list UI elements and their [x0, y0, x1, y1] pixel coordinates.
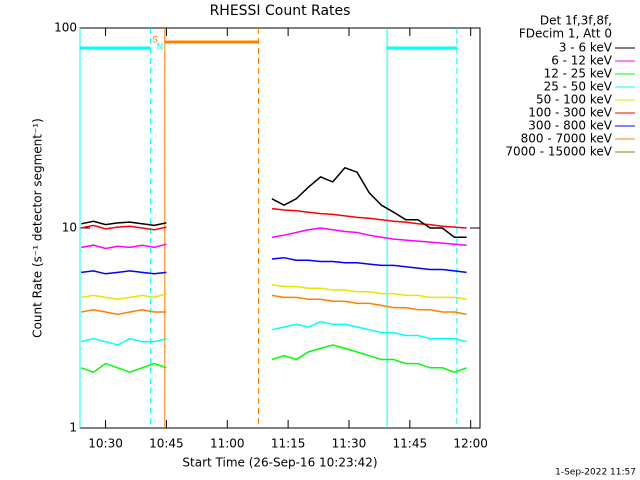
legend-label: 7000 - 15000 keV	[505, 145, 612, 159]
flag-label: S	[152, 36, 158, 46]
legend-label: 100 - 300 keV	[528, 106, 612, 120]
series-line	[81, 227, 467, 250]
y-tick-label: 100	[54, 21, 77, 35]
chart-title: RHESSI Count Rates	[210, 3, 351, 19]
x-tick-label: 11:45	[393, 437, 428, 451]
x-tick-label: 11:30	[332, 437, 367, 451]
x-tick-label: 10:30	[88, 437, 123, 451]
x-axis-label: Start Time (26-Sep-16 10:23:42)	[182, 456, 377, 470]
x-tick-label: 10:45	[149, 437, 184, 451]
legend-label: 800 - 7000 keV	[521, 132, 613, 146]
y-axis-label: Count Rate (s⁻¹ detector segment⁻¹)	[31, 118, 45, 338]
legend-label: 6 - 12 keV	[551, 54, 613, 68]
flag-label: N	[157, 43, 164, 53]
legend-label: 50 - 100 keV	[536, 93, 613, 107]
series-line	[81, 256, 467, 275]
y-tick-label: 10	[62, 221, 77, 235]
series-line	[81, 207, 467, 231]
legend-header: FDecim 1, Att 0	[519, 27, 612, 41]
x-tick-label: 11:15	[271, 437, 306, 451]
series-line	[81, 320, 467, 346]
legend-label: 12 - 25 keV	[544, 67, 613, 81]
legend-label: 3 - 6 keV	[559, 41, 613, 55]
series-line	[81, 294, 467, 316]
series-line	[81, 284, 467, 301]
y-tick-label: 1	[69, 421, 77, 435]
x-tick-label: 11:00	[210, 437, 245, 451]
legend-label: 25 - 50 keV	[544, 80, 613, 94]
legend-header: Det 1f,3f,8f,	[540, 14, 612, 28]
footer: 1-Sep-2022 11:57	[555, 468, 636, 478]
x-tick-label: 12:00	[453, 437, 488, 451]
series-line	[80, 344, 467, 374]
legend-label: 300 - 800 keV	[528, 119, 612, 133]
series-line	[81, 166, 467, 238]
